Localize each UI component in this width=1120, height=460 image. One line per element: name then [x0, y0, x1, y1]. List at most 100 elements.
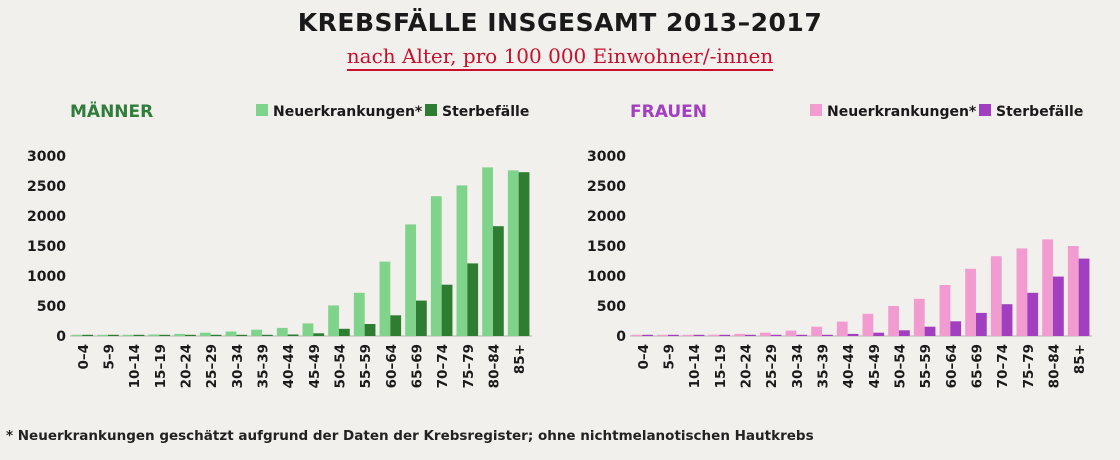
footnote: * Neuerkrankungen geschätzt aufgrund der… — [6, 428, 814, 444]
women-bar-incidence-3 — [708, 334, 720, 336]
men-legend-swatch-0 — [256, 104, 268, 116]
men-bar-incidence-5 — [199, 332, 211, 336]
men-xtick-1: 5–9 — [102, 344, 118, 370]
men-xtick-6: 30–34 — [230, 344, 246, 388]
women-xtick-16: 80–84 — [1047, 344, 1063, 388]
women-bar-incidence-4 — [734, 333, 745, 336]
men-xtick-10: 50–54 — [333, 344, 349, 388]
men-xtick-8: 40–44 — [281, 344, 297, 388]
men-bar-incidence-1 — [97, 334, 108, 336]
women-ytick-1: 2500 — [587, 179, 626, 195]
men-xtick-9: 45–49 — [307, 344, 323, 388]
women-ytick-3: 1500 — [587, 239, 626, 255]
women-xtick-11: 55–59 — [918, 344, 934, 388]
chart-subtitle: nach Alter, pro 100 000 Einwohner/-innen — [0, 44, 1120, 71]
women-xtick-6: 30–34 — [790, 344, 806, 388]
men-bar-deaths-7 — [261, 334, 273, 336]
men-ytick-1: 2500 — [27, 179, 66, 195]
women-ytick-2: 2000 — [587, 209, 626, 225]
women-bar-incidence-7 — [811, 326, 822, 336]
men-bar-deaths-5 — [210, 334, 222, 336]
women-bar-incidence-9 — [862, 313, 874, 336]
women-bar-incidence-13 — [965, 268, 976, 336]
men-bar-incidence-10 — [328, 305, 339, 336]
women-bar-deaths-16 — [1052, 276, 1064, 336]
men-ytick-2: 2000 — [27, 209, 66, 225]
women-bar-deaths-17 — [1078, 258, 1090, 336]
men-bar-incidence-6 — [225, 331, 237, 336]
men-bar-deaths-2 — [133, 334, 145, 336]
men-legend-swatch-1 — [425, 104, 437, 116]
women-ytick-0: 3000 — [587, 149, 626, 165]
men-xtick-0: 0–4 — [76, 344, 92, 370]
women-bar-deaths-8 — [847, 333, 859, 336]
chart-subtitle-text: nach Alter, pro 100 000 Einwohner/-innen — [346, 44, 774, 71]
men-bar-incidence-17 — [507, 170, 519, 336]
men-ytick-4: 1000 — [27, 269, 66, 285]
men-bar-deaths-14 — [441, 284, 453, 336]
women-xtick-8: 40–44 — [841, 344, 857, 388]
women-xtick-12: 60–64 — [944, 344, 960, 388]
women-bar-deaths-0 — [642, 334, 654, 336]
women-xtick-1: 5–9 — [662, 344, 678, 370]
men-bar-deaths-8 — [287, 334, 299, 336]
men-bar-deaths-13 — [415, 300, 427, 336]
men-bar-deaths-3 — [159, 334, 171, 336]
women-bar-deaths-5 — [770, 334, 782, 336]
women-bar-deaths-4 — [744, 334, 756, 336]
women-chart: FRAUEN Neuerkrankungen* Sterbefälle 3000 250… — [587, 102, 1092, 388]
women-xtick-14: 70–74 — [995, 344, 1011, 388]
men-bar-incidence-2 — [122, 334, 134, 336]
men-bar-deaths-9 — [313, 333, 325, 336]
women-bar-deaths-7 — [821, 334, 833, 336]
men-ytick-6: 0 — [56, 329, 66, 345]
men-bar-incidence-12 — [379, 261, 391, 336]
women-xtick-17: 85+ — [1072, 344, 1088, 374]
women-bar-incidence-12 — [939, 285, 951, 336]
women-bar-deaths-11 — [924, 326, 936, 336]
men-xtick-13: 65–69 — [410, 344, 426, 388]
men-xtick-15: 75–79 — [461, 344, 477, 388]
women-xtick-15: 75–79 — [1021, 344, 1037, 388]
women-bar-deaths-15 — [1027, 292, 1039, 336]
men-bar-deaths-1 — [107, 334, 119, 336]
women-bar-incidence-11 — [913, 298, 925, 336]
men-bar-deaths-17 — [518, 172, 530, 336]
men-bar-incidence-14 — [430, 196, 442, 336]
men-bar-incidence-16 — [482, 167, 493, 336]
men-xtick-4: 20–24 — [179, 344, 195, 388]
men-bar-incidence-4 — [174, 333, 185, 336]
women-bar-incidence-14 — [990, 256, 1002, 336]
men-legend-label-0: Neuerkrankungen* — [273, 104, 423, 120]
women-bar-deaths-6 — [796, 334, 808, 336]
women-bar-deaths-10 — [898, 330, 910, 336]
women-bar-incidence-1 — [657, 334, 668, 336]
women-bar-deaths-2 — [693, 334, 705, 336]
women-bar-deaths-1 — [667, 334, 679, 336]
men-bar-incidence-15 — [456, 185, 468, 336]
men-bar-deaths-0 — [82, 334, 94, 336]
women-bar-deaths-13 — [975, 312, 987, 336]
men-bar-incidence-11 — [353, 292, 365, 336]
women-bar-incidence-5 — [759, 332, 771, 336]
women-xtick-3: 15–19 — [713, 344, 729, 388]
women-legend-swatch-0 — [810, 104, 822, 116]
men-ytick-5: 500 — [37, 299, 66, 315]
women-bar-incidence-16 — [1042, 239, 1053, 336]
men-bar-incidence-13 — [405, 224, 416, 336]
women-bar-deaths-9 — [873, 332, 885, 336]
women-bar-incidence-15 — [1016, 248, 1028, 336]
women-bar-incidence-2 — [682, 334, 694, 336]
men-xtick-16: 80–84 — [487, 344, 503, 388]
women-xtick-7: 35–39 — [816, 344, 832, 388]
men-xtick-3: 15–19 — [153, 344, 169, 388]
women-ytick-4: 1000 — [587, 269, 626, 285]
men-bar-deaths-10 — [338, 328, 350, 336]
women-bar-incidence-6 — [785, 330, 797, 336]
women-legend-label-1: Sterbefälle — [996, 104, 1083, 120]
women-xtick-0: 0–4 — [636, 344, 652, 370]
men-xtick-11: 55–59 — [358, 344, 374, 388]
men-bar-incidence-0 — [71, 334, 83, 336]
women-chart-title: FRAUEN — [630, 102, 707, 122]
